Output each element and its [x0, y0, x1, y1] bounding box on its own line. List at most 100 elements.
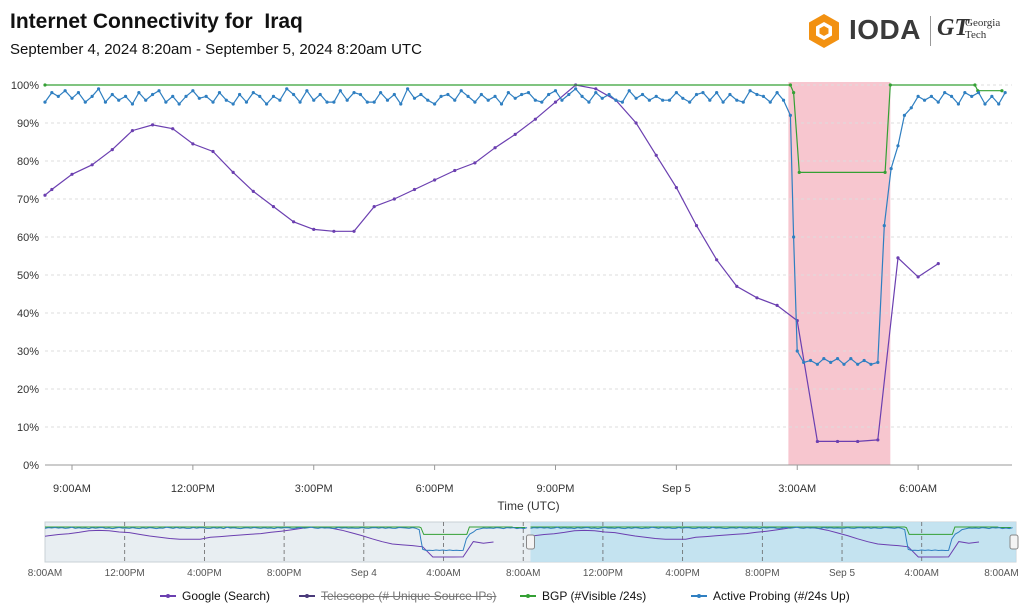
- data-point-google-search: [231, 170, 235, 174]
- legend-item-telescope[interactable]: Telescope (# Unique Source IPs): [299, 587, 496, 605]
- navigator-tick-label: 8:00AM: [28, 568, 62, 579]
- data-point-active-probing-s-up: [473, 100, 477, 104]
- data-point-active-probing-s-up: [466, 94, 470, 98]
- data-point-google-search: [533, 117, 537, 121]
- data-point-active-probing-s-up: [312, 98, 316, 102]
- data-point-google-search: [513, 132, 517, 136]
- data-point-google-search: [715, 258, 719, 262]
- navigator-line-google-search: [530, 526, 980, 558]
- data-point-bgp-visible-s: [888, 83, 892, 87]
- legend-item-google[interactable]: Google (Search): [160, 587, 270, 605]
- data-point-active-probing-s-up: [970, 94, 974, 98]
- data-point-active-probing-s-up: [204, 94, 208, 98]
- time-navigator[interactable]: 8:00AM 12:00PM 4:00PM 8:00PM Sep 4 4:00AM 8:00…: [28, 521, 1019, 579]
- data-point-active-probing-s-up: [533, 98, 537, 102]
- data-point-google-search: [271, 205, 276, 209]
- data-point-active-probing-s-up: [372, 100, 376, 104]
- georgia-text: Georgia: [965, 17, 1001, 29]
- data-point-active-probing-s-up: [580, 94, 584, 98]
- legend-item-bgp[interactable]: BGP (#Visible /24s): [520, 587, 646, 605]
- data-point-active-probing-s-up: [177, 102, 181, 106]
- data-point-active-probing-s-up: [406, 87, 410, 91]
- data-point-active-probing-s-up: [943, 91, 947, 95]
- data-point-active-probing-s-up: [909, 106, 913, 110]
- data-point-bgp-visible-s: [43, 83, 47, 87]
- data-point-active-probing-s-up: [184, 94, 188, 98]
- data-point-active-probing-s-up: [634, 96, 638, 100]
- data-point-google-search: [372, 205, 376, 209]
- data-point-active-probing-s-up: [667, 98, 672, 102]
- data-point-bgp-visible-s: [1000, 89, 1004, 93]
- data-point-google-search: [50, 187, 54, 192]
- data-point-active-probing-s-up: [728, 92, 732, 97]
- data-point-active-probing-s-up: [278, 98, 282, 102]
- navigator-line-active-probing-s-up: [44, 526, 528, 552]
- data-point-google-search: [110, 148, 114, 152]
- x-tick-label: Sep 5: [662, 483, 691, 495]
- navigator-tick-label: 4:00AM: [904, 568, 938, 579]
- data-point-google-search: [856, 439, 860, 444]
- data-point-active-probing-s-up: [862, 358, 866, 363]
- data-point-active-probing-s-up: [956, 102, 961, 106]
- navigator-handle-right[interactable]: [1009, 534, 1019, 550]
- data-point-active-probing-s-up: [365, 100, 369, 104]
- data-point-active-probing-s-up: [110, 92, 114, 97]
- y-tick-label: 20%: [17, 384, 39, 396]
- data-point-active-probing-s-up: [748, 89, 752, 93]
- data-point-google-search: [392, 197, 396, 201]
- navigator-tick-label: Sep 4: [351, 568, 378, 579]
- data-point-active-probing-s-up: [258, 94, 262, 98]
- data-point-active-probing-s-up: [453, 98, 457, 102]
- data-point-google-search: [70, 172, 74, 176]
- gridlines: [45, 84, 1012, 466]
- data-point-google-search: [412, 187, 417, 192]
- data-point-active-probing-s-up: [90, 94, 94, 98]
- data-point-google-search: [594, 87, 598, 91]
- y-tick-label: 40%: [17, 308, 39, 320]
- data-point-active-probing-s-up: [936, 100, 940, 104]
- data-point-active-probing-s-up: [808, 358, 813, 363]
- legend-label-google: Google (Search): [182, 589, 271, 603]
- data-point-active-probing-s-up: [211, 100, 215, 104]
- data-point-active-probing-s-up: [721, 100, 725, 104]
- navigator-tick-label: 8:00AM: [984, 568, 1018, 579]
- data-point-active-probing-s-up: [63, 89, 67, 93]
- legend-swatch-google: [160, 594, 176, 598]
- data-point-active-probing-s-up: [385, 98, 390, 102]
- data-point-active-probing-s-up: [479, 92, 483, 97]
- data-point-active-probing-s-up: [976, 91, 981, 95]
- legend-swatch-telescope: [299, 594, 315, 598]
- data-point-google-search: [775, 303, 779, 307]
- navigator-handle-left[interactable]: [526, 534, 535, 550]
- data-point-active-probing-s-up: [674, 91, 678, 95]
- data-point-active-probing-s-up: [526, 91, 531, 95]
- data-point-google-search: [694, 224, 699, 228]
- data-point-active-probing-s-up: [426, 98, 430, 102]
- legend-label-active-probing: Active Probing (#/24s Up): [713, 589, 850, 603]
- data-point-active-probing-s-up: [896, 144, 900, 148]
- data-point-active-probing-s-up: [285, 87, 289, 91]
- data-point-active-probing-s-up: [439, 94, 443, 98]
- data-point-active-probing-s-up: [849, 357, 853, 361]
- data-point-active-probing-s-up: [856, 362, 860, 366]
- data-point-active-probing-s-up: [345, 98, 349, 102]
- data-point-google-search: [835, 439, 840, 444]
- data-point-google-search: [493, 146, 497, 150]
- data-point-active-probing-s-up: [171, 94, 175, 98]
- connectivity-chart: 0% 10% 20% 30% 40% 50% 60% 70% 80% 90% 100% 9:00AM…: [11, 80, 1019, 579]
- data-point-active-probing-s-up: [929, 94, 934, 98]
- data-point-google-search: [553, 100, 558, 104]
- legend-item-active-probing[interactable]: Active Probing (#/24s Up): [691, 587, 850, 605]
- data-point-active-probing-s-up: [694, 92, 699, 97]
- data-point-active-probing-s-up: [741, 100, 745, 104]
- data-point-active-probing-s-up: [647, 98, 651, 102]
- data-point-active-probing-s-up: [916, 94, 920, 98]
- navigator-selection: [530, 522, 1016, 562]
- ioda-logo[interactable]: IODA GT Georgia Tech: [806, 12, 1016, 52]
- data-point-active-probing-s-up: [325, 100, 329, 104]
- data-point-google-search: [352, 229, 356, 233]
- data-point-active-probing-s-up: [238, 92, 242, 97]
- data-point-active-probing-s-up: [553, 89, 558, 93]
- data-point-active-probing-s-up: [761, 94, 766, 98]
- data-point-active-probing-s-up: [829, 360, 833, 364]
